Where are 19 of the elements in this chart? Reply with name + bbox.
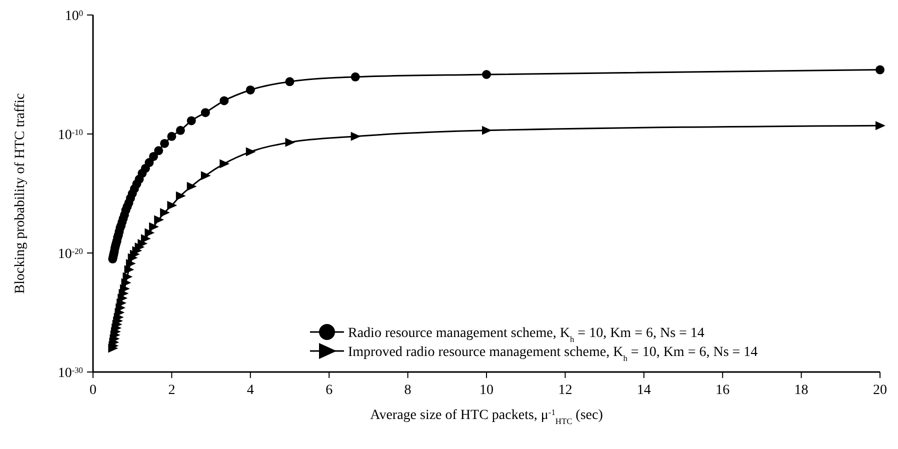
x-tick-label: 6 <box>326 383 333 398</box>
x-tick-label: 18 <box>794 383 808 398</box>
y-tick-label: 10$^{-20}$ <box>58 246 83 262</box>
x-tick-label: 10 <box>480 383 494 398</box>
x-axis-title: Average size of HTC packets, μ$^{-1}$$_{HTC}$ (sec) <box>370 408 604 426</box>
x-tick-label: 8 <box>404 383 412 398</box>
x-tick-label: 12 <box>558 383 572 398</box>
x-tick-label: 14 <box>636 383 651 398</box>
x-tick-label: 0 <box>90 383 96 398</box>
x-tick-label: 2 <box>168 383 176 398</box>
y-tick-label: 10$^{-10}$ <box>58 128 83 143</box>
x-tick-label: 4 <box>246 383 254 398</box>
y-axis-title: Blocking probability of HTC traffic <box>13 93 28 294</box>
legend-label: Improved radio resource management scheme, K$_{h}$ = 10, Km = 6, Ns = 14 <box>348 345 758 362</box>
x-tick-label: 20 <box>873 383 887 398</box>
y-tick-label: 10$^{0}$ <box>64 8 83 24</box>
legend-label: Radio resource management scheme, K$_{h}$ = 10, Km = 6, Ns = 14 <box>348 326 704 344</box>
y-tick-label: 10$^{-30}$ <box>58 366 83 381</box>
x-tick-label: 16 <box>716 383 730 398</box>
